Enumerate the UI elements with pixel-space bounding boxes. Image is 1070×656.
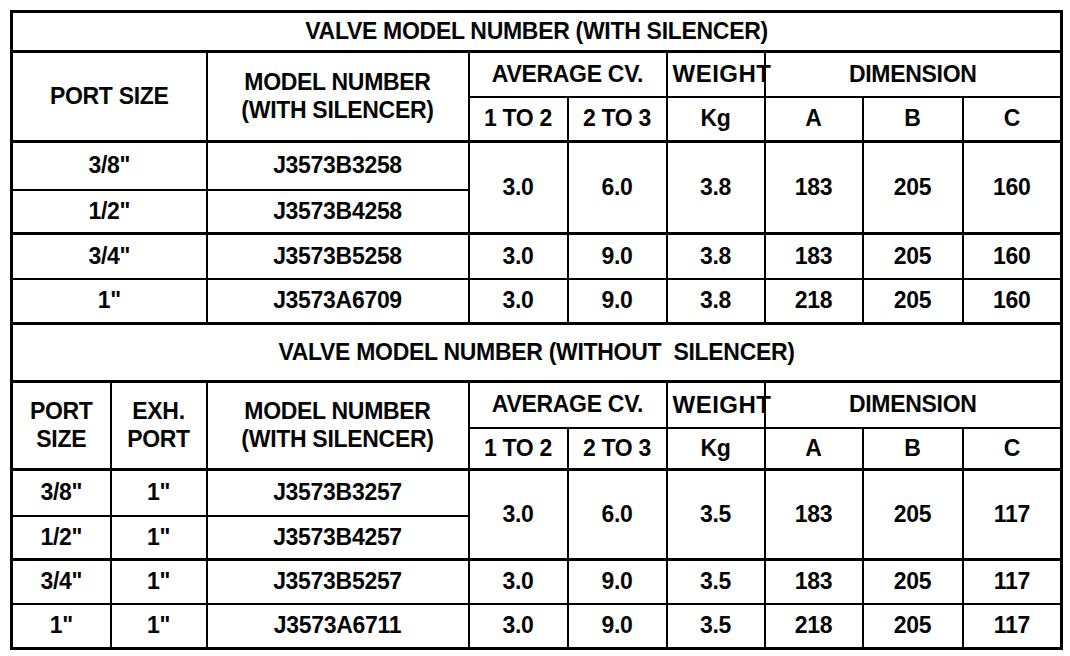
dim-c-cell: 160 <box>963 234 1062 279</box>
model-number-line1: MODEL NUMBER <box>208 398 468 425</box>
weight-kg-cell: 3.5 <box>667 604 765 649</box>
dim-a-cell: 183 <box>765 142 863 234</box>
cv-1to2-cell: 3.0 <box>469 142 568 234</box>
model-number-cell: J3573B3258 <box>207 142 469 190</box>
valve-spec-sheet: VALVE MODEL NUMBER (WITH SILENCER) PORT … <box>10 10 1063 650</box>
weight-label: WEIGHT <box>673 60 772 88</box>
table1-weight-header: WEIGHT <box>667 52 765 97</box>
port-size-cell: 1/2" <box>12 190 207 234</box>
cv-2to3-cell: 9.0 <box>568 234 667 279</box>
dim-a-cell: 218 <box>765 604 863 649</box>
dim-a-cell: 218 <box>765 279 863 324</box>
table1-dim-c-header: C <box>963 97 1062 142</box>
dim-c-cell: 160 <box>963 142 1062 234</box>
table1-cv-1to2-header: 1 TO 2 <box>469 97 568 142</box>
table1-title: VALVE MODEL NUMBER (WITH SILENCER) <box>12 12 1062 52</box>
exh-port-line1: EXH. <box>112 398 206 425</box>
table2-model-number-header: MODEL NUMBER (WITH SILENCER) <box>207 382 469 470</box>
port-size-line2: SIZE <box>13 426 110 453</box>
model-number-cell: J3573A6709 <box>207 279 469 324</box>
dim-b-cell: 205 <box>863 470 963 560</box>
table2-dimension-header: DIMENSION <box>765 382 1062 428</box>
model-number-line2: (WITH SILENCER) <box>208 97 468 124</box>
cv-2to3-cell: 9.0 <box>568 279 667 324</box>
table1-average-cv-header: AVERAGE CV. <box>469 52 667 97</box>
table1-model-number-header: MODEL NUMBER (WITH SILENCER) <box>207 52 469 142</box>
exh-port-cell: 1" <box>111 470 207 516</box>
table1-port-size-header: PORT SIZE <box>12 52 207 142</box>
dim-c-cell: 117 <box>963 560 1062 604</box>
weight-kg-cell: 3.5 <box>667 470 765 560</box>
dim-b-cell: 205 <box>863 560 963 604</box>
table2-kg-header: Kg <box>667 428 765 470</box>
cv-2to3-cell: 9.0 <box>568 604 667 649</box>
dim-b-cell: 205 <box>863 604 963 649</box>
weight-kg-cell: 3.5 <box>667 560 765 604</box>
port-size-cell: 3/8" <box>12 470 111 516</box>
dim-b-cell: 205 <box>863 234 963 279</box>
table2-cv-2to3-header: 2 TO 3 <box>568 428 667 470</box>
port-size-cell: 1/2" <box>12 516 111 560</box>
port-size-cell: 3/4" <box>12 560 111 604</box>
cv-1to2-cell: 3.0 <box>469 234 568 279</box>
cv-1to2-cell: 3.0 <box>469 560 568 604</box>
cv-1to2-cell: 3.0 <box>469 279 568 324</box>
table1-cv-2to3-header: 2 TO 3 <box>568 97 667 142</box>
dim-c-cell: 117 <box>963 470 1062 560</box>
valve-spec-table: VALVE MODEL NUMBER (WITH SILENCER) PORT … <box>10 10 1063 650</box>
dim-c-cell: 117 <box>963 604 1062 649</box>
cv-2to3-cell: 6.0 <box>568 142 667 234</box>
table2-port-size-header: PORT SIZE <box>12 382 111 470</box>
exh-port-line2: PORT <box>112 426 206 453</box>
table1-dimension-header: DIMENSION <box>765 52 1062 97</box>
weight-label: WEIGHT <box>673 391 772 419</box>
model-number-cell: J3573B5257 <box>207 560 469 604</box>
port-size-cell: 3/4" <box>12 234 207 279</box>
exh-port-cell: 1" <box>111 516 207 560</box>
model-number-cell: J3573B4257 <box>207 516 469 560</box>
table2-exh-port-header: EXH. PORT <box>111 382 207 470</box>
table1-dim-a-header: A <box>765 97 863 142</box>
port-size-line1: PORT <box>13 398 110 425</box>
cv-2to3-cell: 6.0 <box>568 470 667 560</box>
table2-dim-b-header: B <box>863 428 963 470</box>
dim-a-cell: 183 <box>765 560 863 604</box>
model-number-line2: (WITH SILENCER) <box>208 426 468 453</box>
weight-kg-cell: 3.8 <box>667 142 765 234</box>
cv-1to2-cell: 3.0 <box>469 470 568 560</box>
table2-cv-1to2-header: 1 TO 2 <box>469 428 568 470</box>
weight-kg-cell: 3.8 <box>667 234 765 279</box>
cv-1to2-cell: 3.0 <box>469 604 568 649</box>
model-number-cell: J3573B3257 <box>207 470 469 516</box>
cv-2to3-cell: 9.0 <box>568 560 667 604</box>
model-number-cell: J3573A6711 <box>207 604 469 649</box>
table2-title: VALVE MODEL NUMBER (WITHOUT SILENCER) <box>12 324 1062 382</box>
dim-a-cell: 183 <box>765 234 863 279</box>
dim-c-cell: 160 <box>963 279 1062 324</box>
port-size-cell: 3/8" <box>12 142 207 190</box>
port-size-cell: 1" <box>12 604 111 649</box>
table2-dim-c-header: C <box>963 428 1062 470</box>
dim-b-cell: 205 <box>863 279 963 324</box>
dim-a-cell: 183 <box>765 470 863 560</box>
table1-kg-header: Kg <box>667 97 765 142</box>
table2-dim-a-header: A <box>765 428 863 470</box>
exh-port-cell: 1" <box>111 604 207 649</box>
port-size-cell: 1" <box>12 279 207 324</box>
model-number-cell: J3573B5258 <box>207 234 469 279</box>
table2-average-cv-header: AVERAGE CV. <box>469 382 667 428</box>
model-number-cell: J3573B4258 <box>207 190 469 234</box>
dim-b-cell: 205 <box>863 142 963 234</box>
table2-weight-header: WEIGHT <box>667 382 765 428</box>
table1-dim-b-header: B <box>863 97 963 142</box>
weight-kg-cell: 3.8 <box>667 279 765 324</box>
model-number-line1: MODEL NUMBER <box>208 69 468 96</box>
exh-port-cell: 1" <box>111 560 207 604</box>
